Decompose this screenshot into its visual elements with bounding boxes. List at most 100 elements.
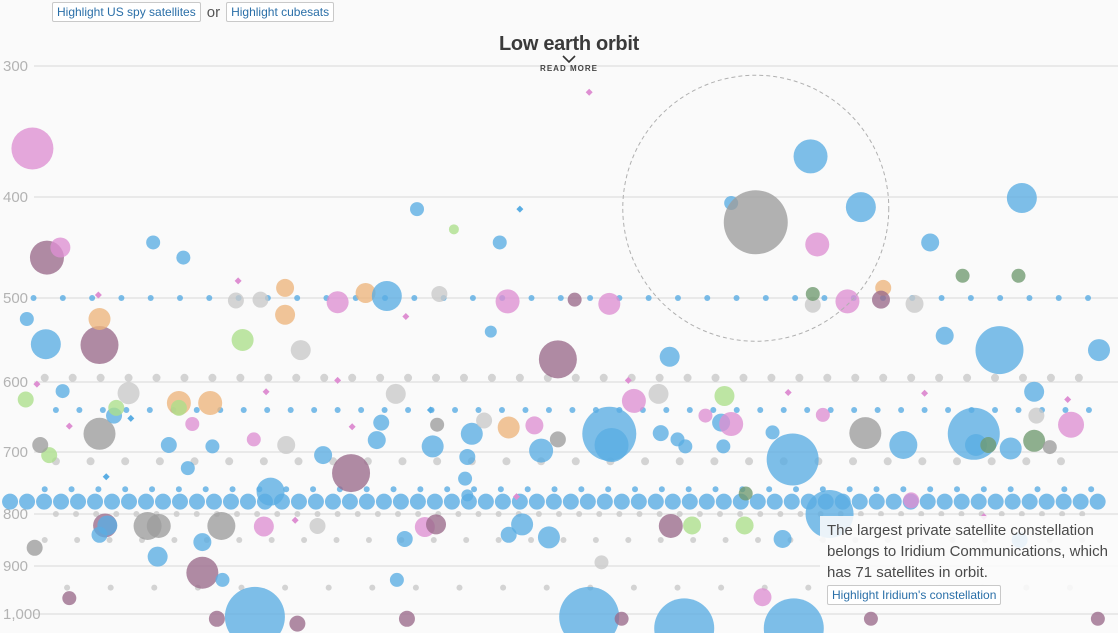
satellite-bubble[interactable] xyxy=(905,294,924,313)
satellite-dot[interactable] xyxy=(287,407,294,413)
satellite-dot[interactable] xyxy=(1088,486,1095,493)
satellite-bubble[interactable] xyxy=(88,308,111,330)
satellite-dot[interactable] xyxy=(1021,493,1038,510)
satellite-bubble[interactable] xyxy=(215,572,230,587)
satellite-bubble[interactable] xyxy=(231,329,254,351)
satellite-dot[interactable] xyxy=(698,493,715,510)
satellite-dot[interactable] xyxy=(68,486,75,493)
satellite-dot[interactable] xyxy=(587,295,594,301)
satellite-dot[interactable] xyxy=(745,457,754,466)
satellite-dot[interactable] xyxy=(783,493,800,510)
satellite-dot[interactable] xyxy=(151,584,158,591)
satellite-bubble[interactable] xyxy=(373,414,390,431)
satellite-dot[interactable] xyxy=(282,584,289,591)
satellite-dot[interactable] xyxy=(121,493,138,510)
satellite-dot[interactable] xyxy=(967,295,974,301)
satellite-dot[interactable] xyxy=(676,511,683,517)
satellite-bubble[interactable] xyxy=(538,340,577,379)
satellite-dot[interactable] xyxy=(599,373,608,382)
satellite-dot[interactable] xyxy=(430,537,437,543)
satellite-bubble[interactable] xyxy=(32,437,49,453)
satellite-dot[interactable] xyxy=(404,373,413,382)
satellite-dot[interactable] xyxy=(569,407,576,413)
satellite-diamond[interactable] xyxy=(65,422,73,430)
satellite-dot[interactable] xyxy=(918,511,925,517)
satellite-bubble[interactable] xyxy=(1087,339,1110,362)
satellite-dot[interactable] xyxy=(630,493,647,510)
satellite-dot[interactable] xyxy=(885,493,902,510)
satellite-dot[interactable] xyxy=(571,457,580,466)
satellite-dot[interactable] xyxy=(1007,486,1014,493)
satellite-dot[interactable] xyxy=(52,407,59,413)
satellite-bubble[interactable] xyxy=(198,391,223,415)
satellite-dot[interactable] xyxy=(632,486,639,493)
satellite-dot[interactable] xyxy=(1074,373,1083,382)
satellite-dot[interactable] xyxy=(264,373,273,382)
satellite-bubble[interactable] xyxy=(815,407,830,422)
satellite-dot[interactable] xyxy=(294,295,301,301)
satellite-dot[interactable] xyxy=(375,493,392,510)
satellite-dot[interactable] xyxy=(502,457,511,466)
satellite-diamond[interactable] xyxy=(348,423,356,431)
satellite-bubble[interactable] xyxy=(26,539,43,556)
satellite-bubble[interactable] xyxy=(355,282,376,303)
satellite-dot[interactable] xyxy=(455,511,462,517)
satellite-dot[interactable] xyxy=(412,584,419,591)
satellite-dot[interactable] xyxy=(804,407,811,413)
satellite-dot[interactable] xyxy=(121,457,130,466)
satellite-dot[interactable] xyxy=(395,511,402,517)
satellite-dot[interactable] xyxy=(369,584,376,591)
satellite-dot[interactable] xyxy=(675,457,684,466)
satellite-dot[interactable] xyxy=(311,407,318,413)
satellite-dot[interactable] xyxy=(827,407,834,413)
satellite-dot[interactable] xyxy=(411,295,418,301)
satellite-dot[interactable] xyxy=(208,373,217,382)
satellite-dot[interactable] xyxy=(851,407,858,413)
satellite-dot[interactable] xyxy=(556,511,562,517)
satellite-dot[interactable] xyxy=(171,537,178,543)
satellite-dot[interactable] xyxy=(122,486,129,493)
satellite-dot[interactable] xyxy=(497,486,504,493)
satellite-dot[interactable] xyxy=(528,493,545,510)
satellite-dot[interactable] xyxy=(392,493,409,510)
satellite-dot[interactable] xyxy=(36,493,53,510)
satellite-dot[interactable] xyxy=(475,511,482,517)
satellite-diamond[interactable] xyxy=(624,376,632,384)
satellite-dot[interactable] xyxy=(1022,457,1031,466)
satellite-dot[interactable] xyxy=(674,584,681,591)
satellite-dot[interactable] xyxy=(452,407,459,413)
satellite-bubble[interactable] xyxy=(17,391,34,408)
satellite-dot[interactable] xyxy=(936,493,953,510)
satellite-dot[interactable] xyxy=(188,493,205,510)
satellite-dot[interactable] xyxy=(710,407,717,413)
satellite-bubble[interactable] xyxy=(30,329,61,360)
satellite-diamond[interactable] xyxy=(127,414,135,422)
satellite-dot[interactable] xyxy=(180,373,189,382)
satellite-dot[interactable] xyxy=(341,493,358,510)
satellite-dot[interactable] xyxy=(495,537,502,543)
satellite-dot[interactable] xyxy=(997,295,1004,301)
satellite-dot[interactable] xyxy=(1038,511,1045,517)
satellite-bubble[interactable] xyxy=(723,190,788,255)
satellite-dot[interactable] xyxy=(74,537,81,543)
satellite-dot[interactable] xyxy=(405,407,412,413)
satellite-dot[interactable] xyxy=(409,493,426,510)
satellite-dot[interactable] xyxy=(222,493,239,510)
satellite-dot[interactable] xyxy=(146,407,153,413)
satellite-bubble[interactable] xyxy=(476,412,493,429)
satellite-dot[interactable] xyxy=(681,493,698,510)
satellite-dot[interactable] xyxy=(19,493,36,510)
satellite-dot[interactable] xyxy=(334,407,341,413)
satellite-dot[interactable] xyxy=(171,493,188,510)
satellite-bubble[interactable] xyxy=(849,417,882,450)
satellite-dot[interactable] xyxy=(459,373,468,382)
satellite-dot[interactable] xyxy=(234,511,241,517)
satellite-dot[interactable] xyxy=(641,457,650,466)
satellite-dot[interactable] xyxy=(560,537,567,543)
satellite-dot[interactable] xyxy=(494,493,511,510)
satellite-bubble[interactable] xyxy=(460,422,483,445)
satellite-dot[interactable] xyxy=(354,511,361,517)
satellite-bubble[interactable] xyxy=(185,417,200,431)
satellite-diamond[interactable] xyxy=(234,277,242,285)
satellite-bubble[interactable] xyxy=(975,326,1024,375)
